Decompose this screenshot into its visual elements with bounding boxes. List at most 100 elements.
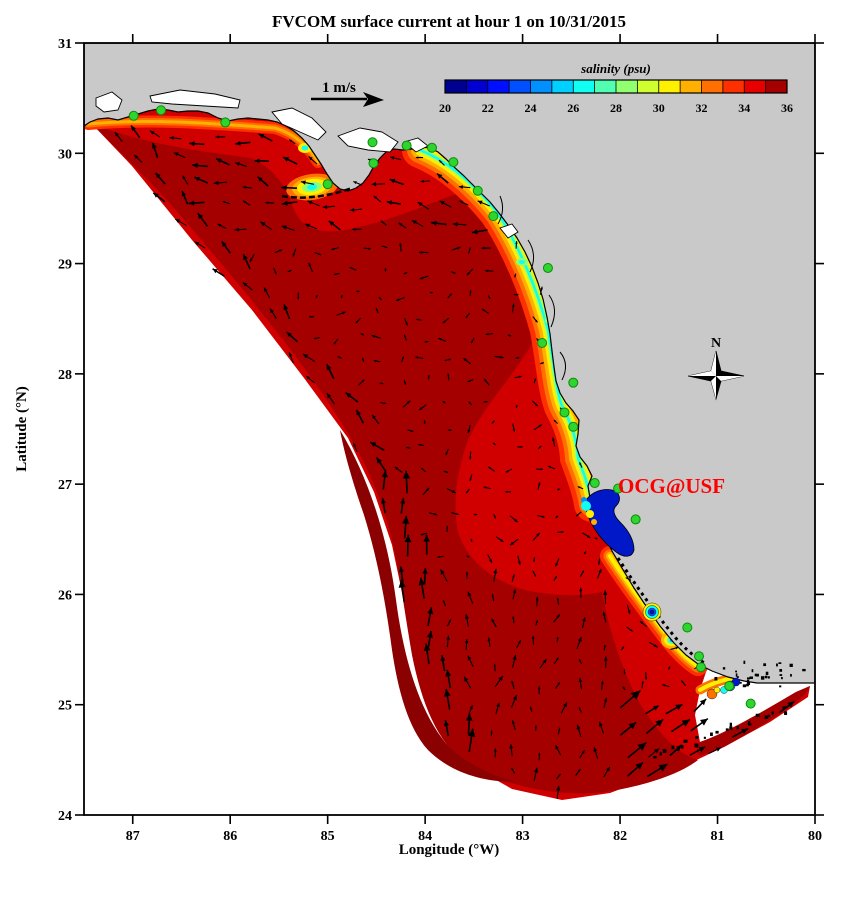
current-arrowhead (445, 470, 449, 473)
current-arrowhead (538, 424, 542, 428)
colorbar-tick-label: 26 (567, 101, 579, 115)
island-speck (729, 722, 733, 727)
current-arrowhead (405, 322, 408, 326)
current-arrowhead (491, 593, 494, 597)
current-arrowhead (493, 515, 496, 519)
axis-ticks: 87 86 85 84 83 82 81 80 31 30 29 28 27 26 25 24 (58, 34, 824, 844)
current-arrowhead (512, 589, 517, 594)
y-tick-label: 31 (58, 37, 72, 52)
island-speck (779, 674, 783, 676)
current-arrowhead (644, 677, 648, 680)
current-arrowhead (194, 241, 200, 246)
current-arrowhead (381, 470, 388, 478)
current-arrowhead (681, 680, 684, 683)
island-speck (784, 711, 788, 716)
river-plume (516, 258, 528, 266)
current-arrowhead (641, 681, 644, 684)
current-arrowhead (197, 213, 204, 220)
current-arrowhead (370, 442, 377, 448)
current-arrowhead (303, 354, 309, 359)
x-tick-label: 80 (808, 829, 822, 844)
island-speck (722, 667, 726, 670)
current-arrowhead (654, 748, 660, 754)
current-arrowhead (349, 208, 355, 212)
compass-star-facet (711, 376, 716, 399)
y-tick-label: 24 (58, 809, 72, 824)
current-arrowhead (306, 375, 311, 380)
current-arrowhead (373, 195, 378, 200)
compass-star-facet (688, 371, 716, 376)
charlotte-harbor-water (649, 609, 655, 615)
current-arrowhead (326, 364, 332, 371)
current-arrowhead (468, 247, 471, 251)
island-speck (749, 676, 754, 679)
current-arrowhead (540, 468, 543, 471)
current-arrowhead (511, 720, 515, 725)
current-arrowhead (380, 382, 384, 385)
current-arrowhead (515, 405, 518, 409)
island-speck (781, 676, 783, 680)
river-line (548, 294, 555, 328)
current-arrowhead (326, 393, 332, 399)
current-arrowhead (577, 486, 581, 489)
current-arrowhead (579, 587, 583, 592)
current-arrowhead (469, 705, 473, 710)
current-arrowhead (263, 287, 268, 293)
current-arrowhead (623, 671, 626, 675)
colorbar-tick-label: 20 (439, 101, 451, 115)
current-arrowhead (485, 269, 489, 273)
current-arrowhead (471, 340, 474, 344)
station-marker (613, 483, 624, 494)
current-arrowhead (340, 295, 343, 298)
colorbar-cells (445, 80, 788, 93)
current-arrowhead (307, 200, 313, 205)
current-arrowhead (534, 725, 537, 728)
station-marker (694, 651, 705, 662)
current-arrowhead (355, 320, 359, 324)
island-speck (694, 743, 699, 748)
river-line (527, 239, 534, 273)
colorbar-cell (573, 80, 596, 93)
current-arrowhead (557, 488, 561, 491)
current-arrowhead (581, 570, 584, 574)
current-arrowhead (635, 762, 644, 770)
current-arrowhead (556, 785, 561, 791)
current-arrowhead (698, 746, 706, 753)
island-speck (751, 669, 754, 673)
colorbar-tick-label: 30 (653, 101, 665, 115)
island-speck (695, 736, 699, 739)
current-arrowhead (452, 222, 458, 227)
barrier-island-chain (281, 186, 353, 199)
current-arrowhead (533, 767, 539, 773)
current-arrowhead (445, 669, 452, 677)
colorbar-label: salinity (psu) (580, 61, 651, 76)
current-arrowhead (440, 569, 445, 575)
current-arrowhead (662, 684, 666, 687)
current-arrowhead (512, 428, 516, 432)
colorbar-cell (487, 80, 510, 93)
current-arrowhead (535, 597, 539, 601)
current-arrowhead (221, 241, 227, 247)
current-arrowhead (398, 579, 406, 588)
current-arrowhead (131, 125, 136, 132)
current-arrowhead (455, 512, 459, 516)
current-arrowhead (534, 319, 538, 323)
current-arrowhead (529, 706, 533, 710)
current-arrowhead (516, 356, 520, 360)
current-arrowhead (700, 718, 708, 726)
island-speck (735, 673, 738, 677)
current-arrowhead (356, 409, 361, 416)
station-marker (724, 680, 735, 691)
current-arrowhead (360, 333, 364, 336)
current-arrowhead (511, 680, 514, 684)
current-arrowhead (606, 766, 610, 772)
current-arrowhead (433, 512, 438, 516)
island-speck (789, 663, 793, 667)
current-arrowhead (419, 276, 424, 280)
current-arrowhead (417, 202, 423, 207)
colorbar-cell (509, 80, 531, 93)
current-arrowhead (464, 639, 469, 644)
current-arrowhead (681, 719, 690, 727)
island-speck (725, 728, 729, 731)
colorbar-cell (551, 80, 574, 93)
